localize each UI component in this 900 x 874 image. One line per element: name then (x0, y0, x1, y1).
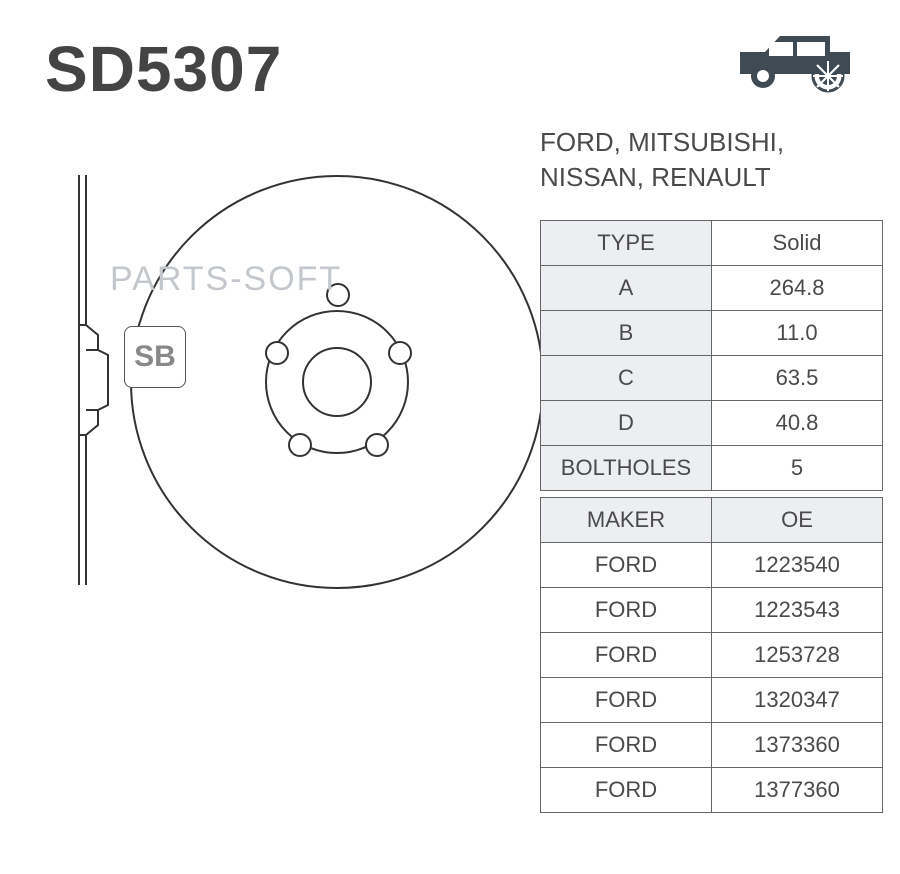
spec-label: TYPE (541, 221, 712, 266)
watermark-text: PARTS-SOFT (110, 260, 342, 299)
maker-cell: FORD (541, 543, 712, 588)
table-row: BOLTHOLES 5 (541, 446, 883, 491)
table-header-row: MAKER OE (541, 498, 883, 543)
oe-cell: 1223540 (712, 543, 883, 588)
maker-cell: FORD (541, 723, 712, 768)
spec-value: 11.0 (712, 311, 883, 356)
spec-label: BOLTHOLES (541, 446, 712, 491)
rear-axle-car-icon (735, 24, 855, 99)
part-number-title: SD5307 (45, 32, 282, 106)
table-row: TYPE Solid (541, 221, 883, 266)
brands-line2: NISSAN, RENAULT (540, 162, 771, 192)
spec-label: C (541, 356, 712, 401)
spec-value: 63.5 (712, 356, 883, 401)
maker-cell: FORD (541, 768, 712, 813)
oe-cell: 1373360 (712, 723, 883, 768)
table-row: FORD 1223540 (541, 543, 883, 588)
column-header-oe: OE (712, 498, 883, 543)
table-row: FORD 1320347 (541, 678, 883, 723)
table-row: C 63.5 (541, 356, 883, 401)
table-row: FORD 1223543 (541, 588, 883, 633)
spec-value: 40.8 (712, 401, 883, 446)
sb-logo-badge: SB (124, 326, 186, 388)
oe-cell: 1320347 (712, 678, 883, 723)
maker-cell: FORD (541, 633, 712, 678)
table-row: A 264.8 (541, 266, 883, 311)
spec-value: Solid (712, 221, 883, 266)
oe-cell: 1377360 (712, 768, 883, 813)
table-row: FORD 1377360 (541, 768, 883, 813)
disc-center-bore (302, 347, 372, 417)
bolt-hole (265, 341, 289, 365)
table-row: FORD 1253728 (541, 633, 883, 678)
oe-cell: 1223543 (712, 588, 883, 633)
spec-label: B (541, 311, 712, 356)
bolt-hole (365, 433, 389, 457)
spec-label: A (541, 266, 712, 311)
brake-disc-diagram (40, 155, 520, 645)
spec-table: TYPE Solid A 264.8 B 11.0 C 63.5 D 40.8 … (540, 220, 883, 491)
oe-reference-table: MAKER OE FORD 1223540 FORD 1223543 FORD … (540, 497, 883, 813)
compatible-brands: FORD, MITSUBISHI, NISSAN, RENAULT (540, 125, 880, 195)
table-row: FORD 1373360 (541, 723, 883, 768)
disc-side-profile-icon (78, 175, 118, 585)
spec-value: 5 (712, 446, 883, 491)
table-row: B 11.0 (541, 311, 883, 356)
maker-cell: FORD (541, 588, 712, 633)
bolt-hole (388, 341, 412, 365)
oe-cell: 1253728 (712, 633, 883, 678)
spec-label: D (541, 401, 712, 446)
table-row: D 40.8 (541, 401, 883, 446)
spec-value: 264.8 (712, 266, 883, 311)
maker-cell: FORD (541, 678, 712, 723)
column-header-maker: MAKER (541, 498, 712, 543)
bolt-hole (288, 433, 312, 457)
brands-line1: FORD, MITSUBISHI, (540, 127, 784, 157)
